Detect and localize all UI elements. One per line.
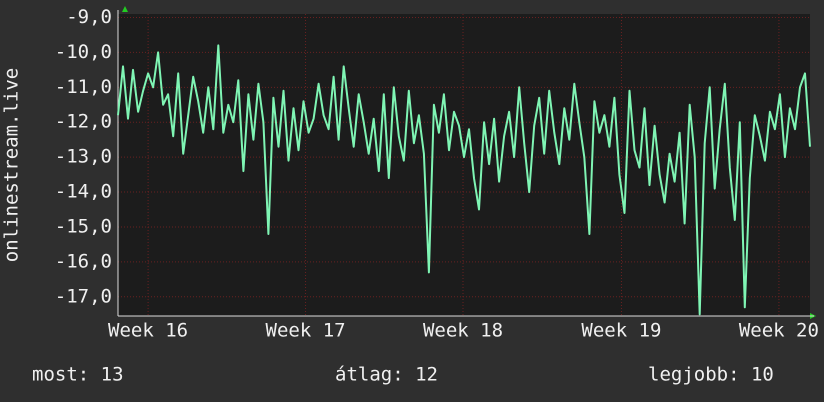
x-tick-label: Week 18 [423, 320, 503, 342]
y-tick-label: -9,0 [66, 6, 112, 28]
y-tick-label: -15,0 [55, 215, 112, 237]
plot-area [118, 14, 810, 316]
y-tick-label: -10,0 [55, 41, 112, 63]
stat-best: legjobb: 10 [648, 364, 774, 386]
y-axis-label: onlinestream.live [1, 68, 23, 262]
y-tick-label: -12,0 [55, 111, 112, 133]
x-tick-label: Week 16 [108, 320, 188, 342]
x-tick-label: Week 20 [739, 320, 819, 342]
y-tick-label: -17,0 [55, 285, 112, 307]
series-line [117, 44, 811, 316]
x-tick-label: Week 19 [581, 320, 661, 342]
y-tick-label: -14,0 [55, 181, 112, 203]
stat-current: most: 13 [32, 364, 124, 386]
y-tick-label: -13,0 [55, 146, 112, 168]
stat-average: átlag: 12 [335, 364, 438, 386]
y-tick-label: -16,0 [55, 250, 112, 272]
x-tick-label: Week 17 [266, 320, 346, 342]
y-tick-label: -11,0 [55, 76, 112, 98]
axis-arrow [122, 6, 128, 12]
